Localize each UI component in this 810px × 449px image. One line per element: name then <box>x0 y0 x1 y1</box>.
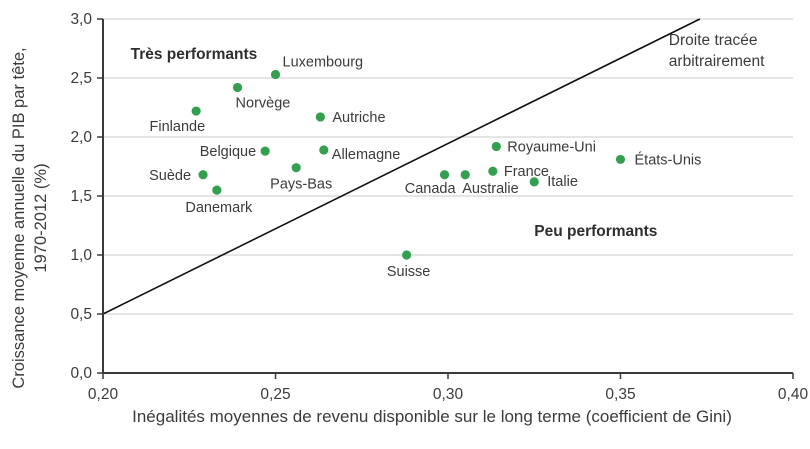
point-autriche <box>315 112 325 122</box>
annotation-peu-performants: Peu performants <box>534 223 657 240</box>
y-tick-label-1-5: 1,5 <box>70 188 92 205</box>
point-france <box>488 166 498 176</box>
point-italie <box>529 177 539 187</box>
point-label-norvege: Norvège <box>236 95 291 111</box>
point-label-belgique: Belgique <box>200 144 256 160</box>
point-belgique <box>260 146 270 156</box>
y-axis-title-line1: Croissance moyenne annuelle du PIB par t… <box>10 47 28 389</box>
point-label-australie: Australie <box>462 181 518 197</box>
x-tick-label-0-30: 0,30 <box>433 386 464 403</box>
point-label-etats-unis: États-Unis <box>635 151 702 168</box>
point-label-danemark: Danemark <box>185 200 253 216</box>
y-tick-label-0-5: 0,5 <box>70 306 92 323</box>
x-tick-label-0-20: 0,20 <box>88 386 119 403</box>
x-tick-label-0-35: 0,35 <box>605 386 635 403</box>
point-danemark <box>212 185 222 195</box>
x-tick-label-0-25: 0,25 <box>260 386 290 403</box>
arbitrary-line <box>102 18 701 315</box>
point-label-italie: Italie <box>547 174 578 190</box>
point-finlande <box>191 106 201 116</box>
y-tick-label-0-0: 0,0 <box>70 365 92 382</box>
x-tick-label-0-40: 0,40 <box>778 386 809 403</box>
point-label-canada: Canada <box>405 181 457 197</box>
line-label-line2: arbitrairement <box>669 53 765 70</box>
point-royaume-uni <box>491 141 501 152</box>
point-label-allemagne: Allemagne <box>332 147 401 163</box>
x-axis-title: Inégalités moyennes de revenu disponible… <box>132 407 732 426</box>
line-label-line1: Droite tracée <box>669 32 758 49</box>
point-norvege <box>232 82 243 93</box>
point-pays-bas <box>291 163 301 173</box>
point-label-autriche: Autriche <box>332 110 385 126</box>
point-label-suisse: Suisse <box>387 264 431 280</box>
point-etats-unis <box>615 154 626 165</box>
point-label-suede: Suède <box>149 168 191 184</box>
point-label-finlande: Finlande <box>150 119 206 135</box>
point-suisse <box>402 250 412 260</box>
point-allemagne <box>319 145 329 155</box>
y-tick-label-3-0: 3,0 <box>70 11 92 28</box>
y-axis-title: Croissance moyenne annuelle du PIB par t… <box>8 0 52 440</box>
point-luxembourg <box>270 69 281 80</box>
point-label-luxembourg: Luxembourg <box>283 54 364 70</box>
point-label-france: France <box>504 164 549 180</box>
point-label-royaume-uni: Royaume-Uni <box>507 139 596 155</box>
point-suede <box>198 170 208 180</box>
point-canada <box>439 170 450 180</box>
y-axis-title-line2: 1970-2012 (%) <box>32 163 50 273</box>
y-tick-label-2-5: 2,5 <box>70 70 92 87</box>
point-label-pays-bas: Pays-Bas <box>270 177 332 193</box>
y-tick-label-2-0: 2,0 <box>70 129 92 146</box>
y-tick-label-1-0: 1,0 <box>70 247 92 264</box>
annotation-tres-performants: Très performants <box>131 46 258 63</box>
point-australie <box>460 170 470 180</box>
